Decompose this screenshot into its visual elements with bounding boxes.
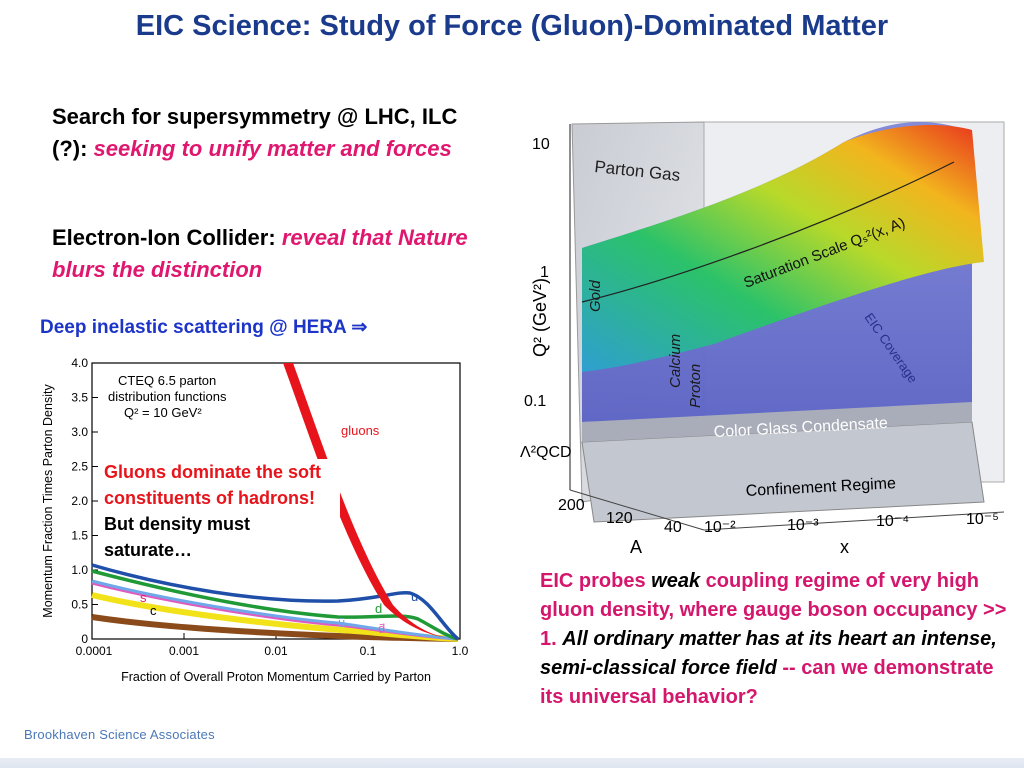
pdf-callout: Gluons dominate the soft constituents of… [100, 459, 340, 563]
legend-line-1: CTEQ 6.5 parton [118, 373, 216, 388]
sat-y-ticks: 10 1 0.1 Λ²QCD [520, 136, 572, 461]
legend-line-2: distribution functions [108, 389, 227, 404]
bullet-supersymmetry-lead: Search for supersymmetry @ LHC, ILC (?): [52, 104, 458, 161]
pdf-plot-svg: 0 0.5 1.0 1.5 2.0 2.5 3.0 3.5 4.0 0.0001… [38, 355, 476, 687]
eic-text: EIC probes weak coupling regime of very … [540, 567, 1010, 712]
pdf-ytick-8: 4.0 [71, 356, 88, 370]
eic-text-part4: -- can we demonstrate its universal beha… [540, 657, 994, 708]
pdf-ytick-5: 2.5 [71, 460, 88, 474]
s-label: s [140, 590, 147, 605]
u-label: u [411, 589, 418, 604]
sat-y-axis-title: Q² (GeV²) [530, 278, 550, 357]
pdf-x-axis-label: Fraction of Overall Proton Momentum Carr… [121, 670, 431, 684]
saturation-surface [582, 125, 984, 372]
saturation-plot-svg: 10 1 0.1 Λ²QCD Q² (GeV²) 200 120 40 A 10… [514, 112, 1014, 564]
pdf-ytick-4: 2.0 [71, 494, 88, 508]
pdf-x-tick-labels: 0.0001 0.001 0.01 0.1 1.0 [76, 644, 469, 658]
footer-org: Brookhaven Science Associates [24, 727, 215, 742]
gluon-curve [283, 363, 460, 639]
proton-label: Proton [687, 364, 704, 408]
c-label: c [150, 603, 157, 618]
bullet-eic-lead: Electron-Ion Collider: [52, 225, 276, 250]
a-axis-line [569, 489, 705, 531]
sat-x-ticks: 10⁻² 10⁻³ 10⁻⁴ 10⁻⁵ [704, 511, 999, 536]
legend-line-3: Q² = 10 GeV² [124, 405, 202, 420]
a-tick-40: 40 [664, 519, 682, 536]
pdf-xtick-4: 1.0 [452, 644, 469, 658]
sat-ytick-01: 0.1 [524, 393, 546, 410]
calcium-label: Calcium [667, 334, 684, 388]
u-quark-curve [91, 563, 460, 641]
x-tick-1e-2: 10⁻² [704, 519, 736, 536]
pdf-y-axis-label: Momentum Fraction Times Parton Density [41, 384, 55, 618]
x-axis-line [703, 511, 1005, 531]
x-tick-1e-5: 10⁻⁵ [966, 511, 999, 528]
footer-band [0, 758, 1024, 768]
eic-text-weak: weak [651, 570, 701, 592]
confinement-top [582, 402, 972, 442]
pdf-ytick-1: 0.5 [71, 598, 88, 612]
pdf-y-tick-labels: 0 0.5 1.0 1.5 2.0 2.5 3.0 3.5 4.0 [71, 356, 88, 646]
bullet-eic: Electron-Ion Collider: reveal that Natur… [52, 222, 492, 286]
sat-ytick-lambda: Λ²QCD [520, 444, 572, 461]
bullet-supersymmetry-emphasis: seeking to unify matter and forces [93, 136, 452, 161]
eic-text-part2: coupling regime of very high gluon densi… [540, 570, 1007, 650]
x-axis-label: x [840, 537, 849, 557]
dis-hera-label: Deep inelastic scattering @ HERA ⇒ [40, 317, 368, 338]
saturation-line [581, 161, 955, 303]
pdf-ytick-0: 0 [81, 632, 88, 646]
callout-black-text: But density must saturate… [104, 514, 251, 560]
gluons-label: gluons [341, 423, 380, 438]
pdf-xtick-2: 0.01 [264, 644, 288, 658]
eic-text-part1: EIC probes [540, 570, 652, 592]
sat-ytick-10: 10 [532, 136, 550, 153]
x-tick-1e-3: 10⁻³ [787, 517, 819, 534]
pdf-curve-labels: gluons u d ū d̄ s c [140, 423, 418, 636]
gold-label: Gold [587, 280, 604, 312]
saturation-plot: 10 1 0.1 Λ²QCD Q² (GeV²) 200 120 40 A 10… [514, 112, 1014, 564]
callout-red-text: Gluons dominate the soft constituents of… [104, 462, 322, 508]
x-tick-1e-4: 10⁻⁴ [876, 513, 909, 530]
eic-text-box [528, 564, 998, 754]
ubar-label: ū [338, 615, 345, 630]
pdf-xtick-1: 0.001 [169, 644, 199, 658]
sat-ytick-1: 1 [540, 264, 549, 281]
pdf-ytick-6: 3.0 [71, 425, 88, 439]
pdf-ytick-2: 1.0 [71, 563, 88, 577]
d-label: d [375, 601, 382, 616]
sat-a-ticks: 200 120 40 [558, 497, 682, 536]
bullet-eic-emphasis: reveal that Nature blurs the distinction [52, 225, 468, 282]
pdf-ytick-7: 3.5 [71, 391, 88, 405]
d-quark-curve [91, 569, 459, 641]
ubar-quark-curve [91, 579, 459, 641]
dbar-label: d̄ [378, 621, 385, 636]
pdf-legend: CTEQ 6.5 parton distribution functions Q… [108, 373, 227, 420]
a-tick-120: 120 [606, 510, 633, 527]
bullet-supersymmetry: Search for supersymmetry @ LHC, ILC (?):… [52, 101, 492, 165]
pdf-xtick-3: 0.1 [360, 644, 377, 658]
pdf-xtick-0: 0.0001 [76, 644, 113, 658]
slide-title: EIC Science: Study of Force (Gluon)-Domi… [135, 10, 889, 42]
pdf-plot: 0 0.5 1.0 1.5 2.0 2.5 3.0 3.5 4.0 0.0001… [38, 355, 476, 687]
pdf-ytick-3: 1.5 [71, 529, 88, 543]
eic-text-part3: All ordinary matter has at its heart an … [540, 628, 997, 679]
a-axis-label: A [630, 537, 642, 557]
a-tick-200: 200 [558, 497, 585, 514]
